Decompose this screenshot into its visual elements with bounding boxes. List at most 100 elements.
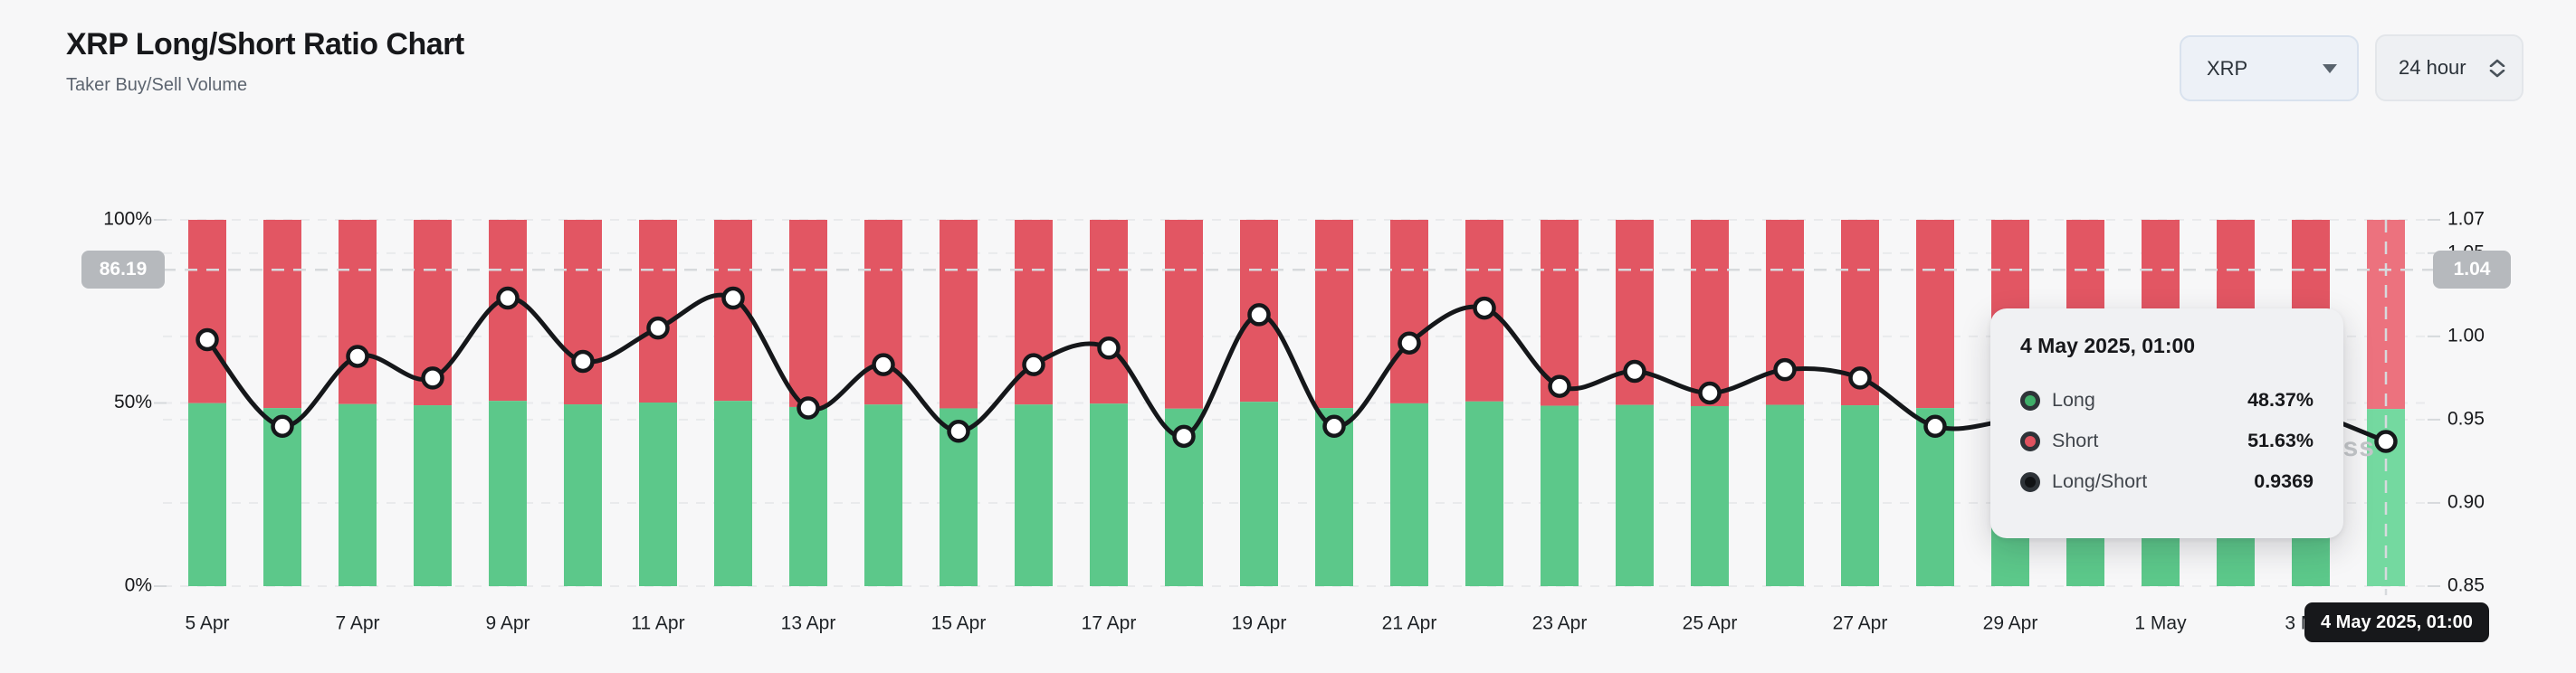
- tooltip-label: Short: [2052, 430, 2099, 451]
- line-marker[interactable]: [1848, 366, 1872, 390]
- line-marker[interactable]: [271, 414, 294, 439]
- right-axis-label: 0.90: [2447, 492, 2485, 513]
- x-axis-label: 19 Apr: [1232, 613, 1287, 634]
- tooltip-row-long: Long 48.37%: [2020, 380, 2314, 421]
- line-marker[interactable]: [346, 345, 369, 368]
- chart-header: XRP Long/Short Ratio Chart Taker Buy/Sel…: [66, 27, 464, 96]
- bar-long[interactable]: [564, 404, 602, 586]
- bar-long[interactable]: [1691, 405, 1729, 586]
- bar-short[interactable]: [339, 220, 377, 404]
- line-marker[interactable]: [1773, 357, 1797, 382]
- x-axis-label: 23 Apr: [1532, 613, 1588, 634]
- line-marker[interactable]: [1322, 414, 1346, 439]
- line-marker[interactable]: [797, 396, 820, 420]
- line-marker[interactable]: [1022, 353, 1045, 376]
- bar-long[interactable]: [339, 403, 377, 586]
- bar-long[interactable]: [864, 404, 902, 586]
- right-axis-label: 1.00: [2447, 325, 2485, 346]
- bar-short[interactable]: [1165, 220, 1203, 409]
- page-subtitle: Taker Buy/Sell Volume: [66, 75, 248, 95]
- line-marker[interactable]: [646, 316, 670, 340]
- x-axis-label: 13 Apr: [781, 613, 836, 634]
- bar-short[interactable]: [188, 220, 226, 403]
- bar-long[interactable]: [1841, 405, 1879, 586]
- bar-long[interactable]: [1465, 401, 1503, 586]
- tooltip-value: 48.37%: [2247, 389, 2314, 411]
- bar-short[interactable]: [489, 220, 527, 402]
- line-marker[interactable]: [571, 349, 595, 374]
- bar-long[interactable]: [639, 403, 677, 586]
- left-axis-label: 100%: [103, 209, 152, 230]
- bar-short[interactable]: [940, 220, 978, 409]
- bar-long[interactable]: [1090, 403, 1128, 586]
- line-marker[interactable]: [1247, 303, 1271, 327]
- bar-short[interactable]: [263, 220, 301, 409]
- long-short-dot-icon: [2020, 471, 2040, 492]
- x-axis-label: 21 Apr: [1382, 613, 1437, 634]
- line-marker[interactable]: [1548, 374, 1571, 398]
- bar-short[interactable]: [1090, 220, 1128, 404]
- x-axis-label: 5 Apr: [185, 613, 229, 634]
- line-marker[interactable]: [1398, 331, 1421, 355]
- up-down-chevrons-icon: [2489, 59, 2505, 78]
- bar-long[interactable]: [789, 406, 827, 586]
- bar-short[interactable]: [789, 220, 827, 407]
- symbol-select-value: XRP: [2207, 56, 2248, 80]
- line-marker[interactable]: [421, 366, 444, 390]
- line-marker[interactable]: [1473, 296, 1496, 320]
- tooltip-row-short: Short 51.63%: [2020, 421, 2314, 461]
- crosshair-date-badge: 4 May 2025, 01:00: [2304, 602, 2489, 642]
- bar-long[interactable]: [414, 405, 452, 586]
- bar-short[interactable]: [564, 220, 602, 405]
- x-axis-label: 7 Apr: [335, 613, 379, 634]
- bar-short[interactable]: [1916, 220, 1954, 409]
- tooltip-row-ratio: Long/Short 0.9369: [2020, 461, 2314, 502]
- crosshair-left-value-badge: 86.19: [81, 251, 165, 289]
- x-axis-label: 17 Apr: [1082, 613, 1137, 634]
- chart-tooltip: 4 May 2025, 01:00 Long 48.37% Short 51.6…: [1990, 308, 2343, 538]
- line-marker[interactable]: [1172, 424, 1196, 449]
- right-axis-label: 0.95: [2447, 408, 2485, 429]
- bar-short[interactable]: [864, 220, 902, 405]
- line-marker[interactable]: [1923, 414, 1947, 439]
- bar-long[interactable]: [1390, 403, 1428, 586]
- bar-long[interactable]: [489, 401, 527, 586]
- line-marker[interactable]: [496, 286, 520, 310]
- tooltip-title: 4 May 2025, 01:00: [2020, 334, 2196, 357]
- line-marker[interactable]: [1097, 336, 1121, 360]
- bar-long[interactable]: [1015, 404, 1053, 586]
- crosshair-right-value-badge: 1.04: [2433, 251, 2511, 289]
- bar-short[interactable]: [1315, 220, 1353, 409]
- tooltip-label: Long/Short: [2052, 470, 2148, 492]
- right-axis-label: 0.85: [2447, 575, 2485, 596]
- line-marker[interactable]: [2374, 430, 2398, 453]
- line-marker[interactable]: [721, 286, 745, 310]
- tooltip-value: 0.9369: [2254, 470, 2314, 492]
- bar-short[interactable]: [639, 220, 677, 403]
- line-marker[interactable]: [1698, 381, 1722, 405]
- bar-long[interactable]: [1766, 404, 1804, 586]
- bar-short[interactable]: [1691, 220, 1729, 406]
- short-dot-icon: [2020, 431, 2040, 451]
- left-axis-label: 50%: [114, 392, 152, 412]
- bar-short[interactable]: [1390, 220, 1428, 403]
- line-marker[interactable]: [1623, 359, 1646, 384]
- bar-long[interactable]: [1240, 402, 1278, 586]
- line-marker[interactable]: [872, 353, 895, 376]
- x-axis-label: 11 Apr: [631, 613, 684, 634]
- line-marker[interactable]: [196, 327, 219, 352]
- line-marker[interactable]: [947, 420, 970, 443]
- interval-select-value: 24 hour: [2399, 56, 2466, 79]
- left-axis-label: 0%: [125, 575, 152, 596]
- right-axis-label: 1.07: [2447, 209, 2485, 230]
- bar-long[interactable]: [1616, 404, 1654, 586]
- interval-select[interactable]: 24 hour: [2375, 34, 2524, 101]
- bar-long[interactable]: [1541, 405, 1579, 586]
- tooltip-label: Long: [2052, 389, 2095, 411]
- bar-long[interactable]: [714, 401, 752, 586]
- x-axis-label: 1 May: [2134, 613, 2187, 634]
- bar-long[interactable]: [188, 403, 226, 586]
- x-axis-label: 29 Apr: [1983, 613, 2038, 634]
- symbol-select[interactable]: XRP: [2180, 35, 2359, 101]
